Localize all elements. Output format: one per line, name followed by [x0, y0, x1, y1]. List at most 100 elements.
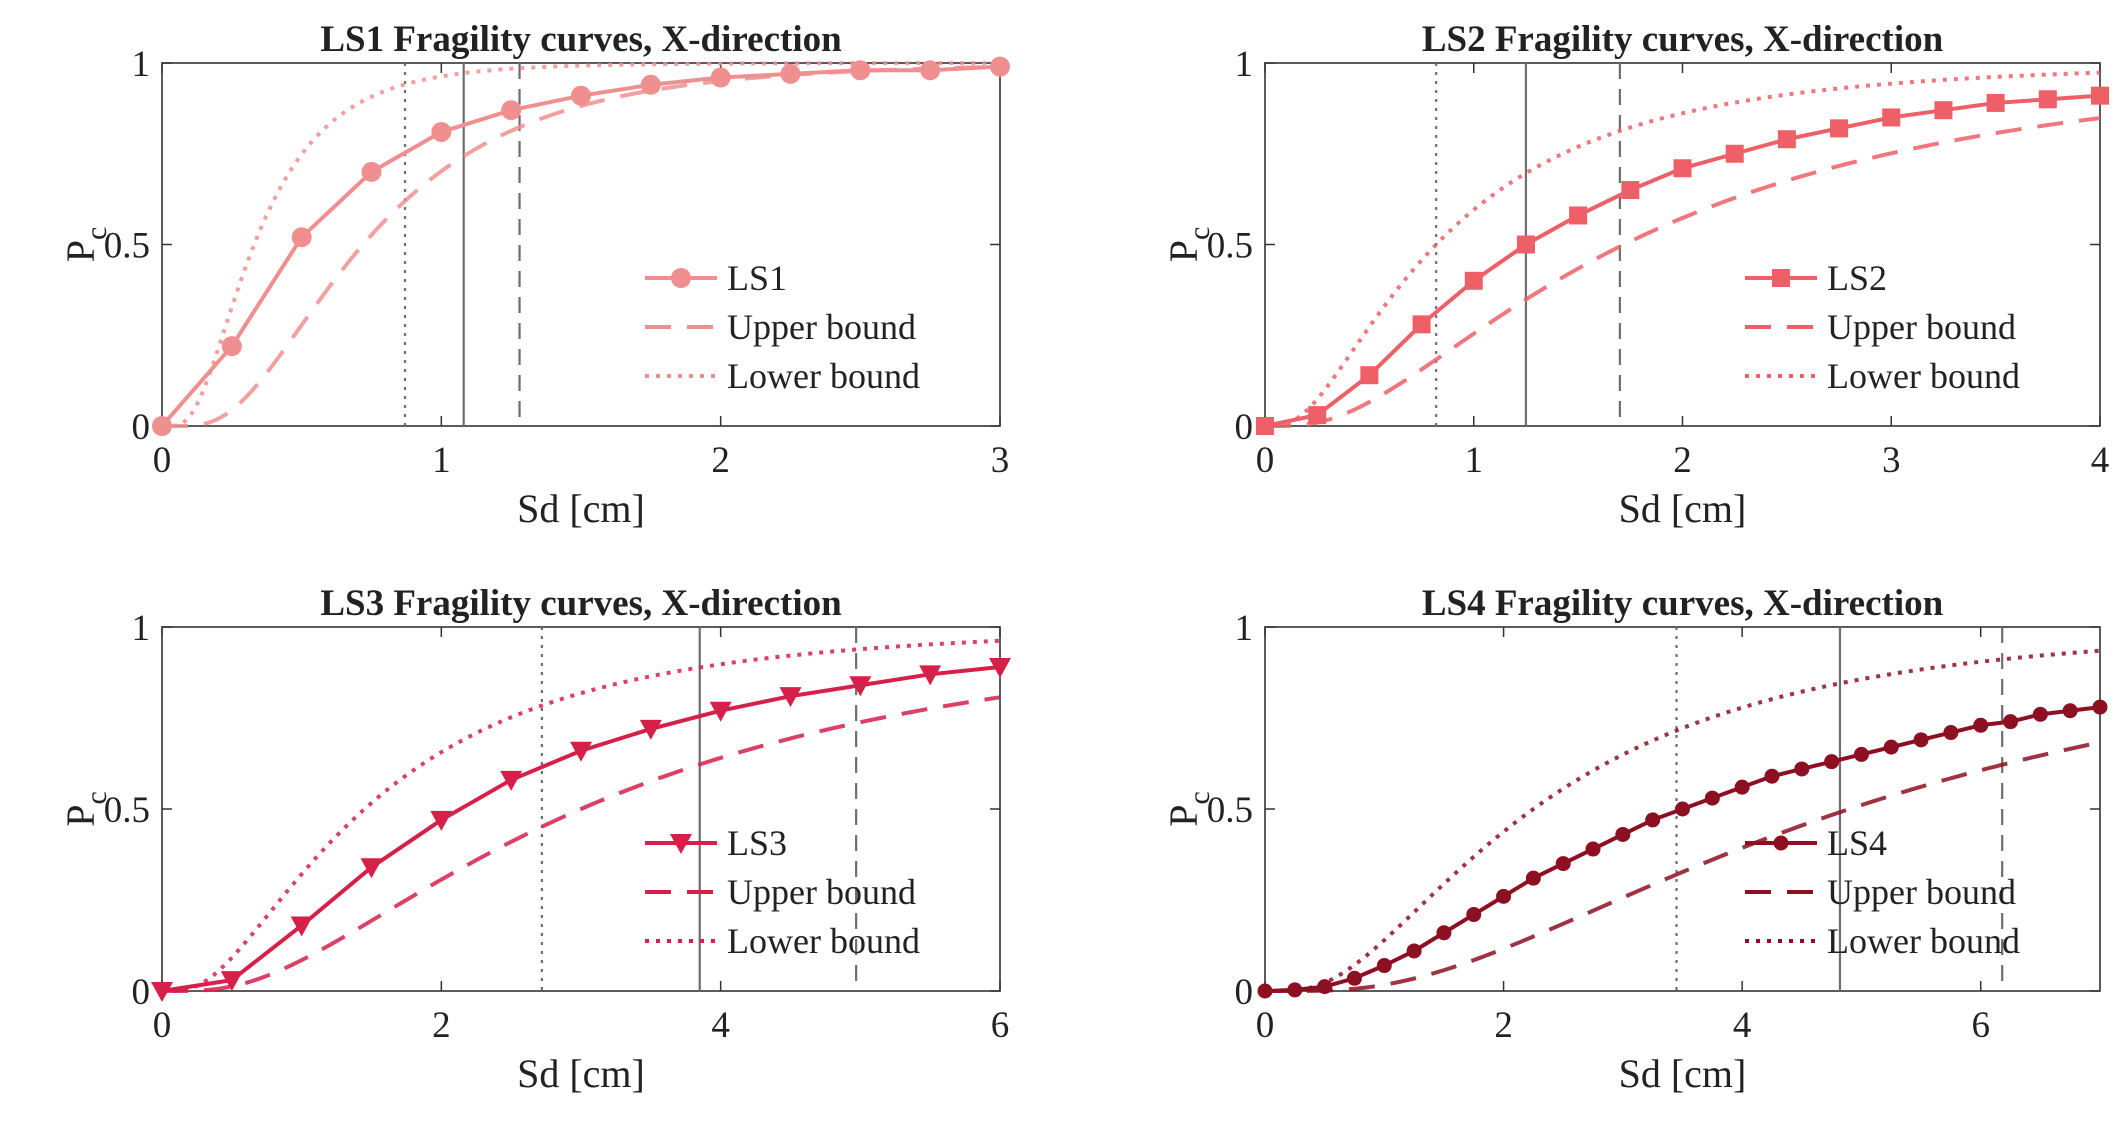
data-point: [1464, 271, 1483, 290]
y-axis-label: Pc: [58, 227, 113, 263]
data-point: [1412, 315, 1431, 334]
y-tick-label: 0.5: [1207, 790, 1253, 831]
x-tick-label: 6: [991, 1005, 1010, 1046]
data-point: [1615, 826, 1631, 842]
data-point: [1621, 181, 1640, 200]
data-point: [290, 916, 313, 937]
x-tick-label: 0: [153, 1005, 172, 1046]
data-point: [1673, 159, 1692, 178]
data-point: [919, 665, 942, 686]
panel-ls3: 0 2 4 6 0 0.5 1 LS3 Fragility curves, X-directi…: [58, 583, 1011, 1096]
data-point: [501, 100, 522, 121]
data-point: [2032, 706, 2048, 722]
data-point: [710, 67, 731, 88]
data-point: [431, 121, 452, 142]
legend-marker: [1773, 835, 1789, 851]
data-point: [849, 676, 872, 697]
data-point: [430, 810, 453, 831]
legend-entry-series-label: LS1: [727, 258, 787, 298]
data-point: [152, 416, 172, 436]
x-tick-label: 2: [432, 1005, 451, 1046]
x-tick-label: 3: [991, 440, 1010, 481]
x-tick-label: 4: [1733, 1005, 1752, 1046]
lower-bound-curve: [1265, 70, 2101, 428]
legend-entry-upper-label: Upper bound: [1827, 307, 2016, 347]
y-tick-label: 1: [132, 44, 151, 85]
x-tick-label: 0: [153, 440, 172, 481]
panel-ls4: 0 2 4 6 0 0.5 1 LS4 Fragility curves, X-directi…: [1161, 583, 2108, 1096]
data-point: [291, 227, 312, 248]
data-point: [850, 60, 871, 81]
y-tick-label: 1: [132, 608, 151, 649]
data-point: [920, 60, 941, 81]
data-point: [1824, 754, 1840, 770]
data-point: [500, 770, 523, 791]
lower-bound-curve: [162, 638, 1001, 993]
legend-entry-series-label: LS2: [1827, 258, 1887, 298]
upper-bound-curve: [1265, 116, 2101, 428]
data-point: [1569, 206, 1588, 225]
data-point: [1883, 739, 1899, 755]
chart-title: LS3 Fragility curves, X-direction: [320, 583, 842, 624]
data-point: [640, 74, 661, 95]
legend-marker: [670, 834, 692, 854]
y-axis-label: Pc: [58, 791, 113, 827]
x-tick-label: 1: [1465, 440, 1484, 481]
data-point: [1585, 841, 1601, 857]
x-tick-label: 1: [432, 440, 451, 481]
upper-bound-curve: [1265, 740, 2101, 993]
data-point: [1525, 870, 1541, 886]
legend-entry-upper-label: Upper bound: [1827, 872, 2016, 912]
data-point: [2038, 90, 2057, 109]
data-point: [1376, 958, 1392, 974]
x-tick-label: 0: [1256, 440, 1275, 481]
data-point: [1675, 801, 1690, 817]
data-point: [2091, 86, 2109, 105]
data-point: [990, 56, 1010, 77]
data-point: [780, 63, 801, 84]
data-point: [2062, 703, 2078, 719]
x-axis-label: Sd [cm]: [1619, 1051, 1747, 1096]
y-tick-label: 0.5: [104, 226, 150, 267]
data-point: [1466, 907, 1482, 923]
y-axis-label: Pc: [1161, 791, 1216, 827]
data-point: [1308, 406, 1327, 425]
data-point: [1287, 982, 1303, 998]
x-tick-label: 4: [2091, 440, 2110, 481]
y-axis-label: Pc: [1161, 227, 1216, 263]
data-point: [1704, 790, 1720, 806]
legend-entry-upper-label: Upper bound: [727, 872, 916, 912]
data-point: [1882, 108, 1901, 127]
data-point: [571, 85, 591, 106]
data-point: [361, 161, 382, 182]
legend-entry-upper-label: Upper bound: [727, 307, 916, 347]
chart-title: LS1 Fragility curves, X-direction: [320, 19, 842, 60]
data-point: [1256, 417, 1274, 435]
data-point: [1346, 970, 1362, 986]
data-point: [1973, 717, 1989, 733]
upper-bound-curve: [162, 64, 1001, 428]
y-tick-label: 0: [1235, 972, 1254, 1013]
panel-ls1: 0 1 2 3 0 0.5 1 LS1 Fragility curves, X-directi…: [58, 19, 1010, 531]
x-tick-label: 4: [711, 1005, 730, 1046]
chart-title: LS4 Fragility curves, X-direction: [1422, 583, 1944, 624]
y-tick-label: 0: [1235, 407, 1254, 448]
data-point: [1943, 725, 1959, 741]
legend-entry-lower-label: Lower bound: [727, 921, 920, 961]
x-axis-label: Sd [cm]: [517, 486, 645, 531]
data-point: [1317, 979, 1333, 995]
y-tick-label: 0: [132, 407, 151, 448]
legend-marker: [671, 268, 691, 288]
y-tick-label: 0.5: [104, 790, 150, 831]
x-tick-label: 2: [1494, 1005, 1513, 1046]
legend-marker: [1772, 269, 1790, 287]
legend-entry-series-label: LS4: [1827, 823, 1887, 863]
upper-bound-curve: [162, 695, 1001, 993]
data-point: [989, 658, 1011, 679]
data-point: [779, 687, 802, 708]
data-point: [1853, 746, 1869, 762]
panel-ls2: 0 1 2 3 4 0 0.5 1 LS2 Fragility curves, X-direct…: [1161, 19, 2109, 531]
x-tick-label: 0: [1256, 1005, 1275, 1046]
